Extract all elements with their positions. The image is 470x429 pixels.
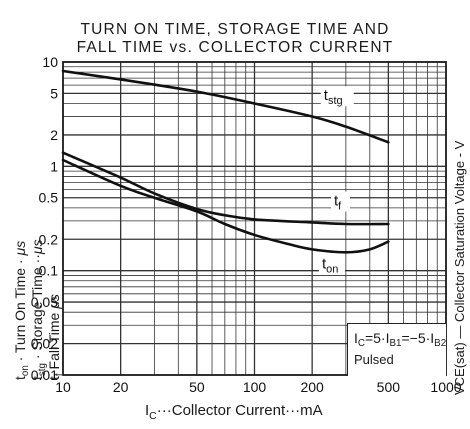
y-tick-label-5: 5 — [50, 85, 58, 101]
y-tick-label-0.2: 0.2 — [39, 231, 59, 247]
series-line-tstg — [61, 69, 390, 144]
chart-title-line1: TURN ON TIME, STORAGE TIME AND — [80, 21, 390, 38]
y-label-tf-sub: f — [54, 373, 66, 377]
x-label-text: ···Collector Current···mA — [156, 402, 323, 419]
x-tick-label-1000: 1000 — [430, 379, 461, 395]
x-tick-label-500: 500 — [377, 379, 401, 395]
series-label-sub-ton: on — [326, 263, 338, 275]
x-label-symbol-sub: C — [149, 409, 157, 422]
cond-eq2: =−5·I — [401, 330, 435, 346]
y-label-tf: tf Fall Time μs — [46, 294, 66, 380]
x-label-symbol: I — [145, 402, 150, 419]
legend-pulsed: Pulsed — [354, 352, 394, 367]
series-line-ton — [61, 158, 390, 254]
series-label-sym-ton: t — [322, 255, 327, 272]
cond-eq1: =5·I — [364, 330, 390, 346]
x-tick-label-100: 100 — [243, 379, 267, 395]
series-label-sym-tf: t — [334, 193, 339, 210]
x-tick-label-200: 200 — [300, 379, 324, 395]
y-tick-label-0.01: 0.01 — [31, 367, 58, 383]
y-label-ton-sym: t — [12, 376, 28, 380]
y-label-tf-text: Fall Time — [46, 308, 62, 374]
series-label-sub-tf: f — [338, 201, 342, 213]
legend-box: IC=5·IB1=−5·IB2 Pulsed — [347, 323, 446, 376]
x-axis-label: IC···Collector Current···mA — [145, 402, 323, 422]
x-tick-label-50: 50 — [189, 379, 205, 395]
y-label-tstg-text: · Storage Time ·· — [29, 254, 45, 364]
y-tick-label-0.5: 0.5 — [39, 190, 59, 206]
y-label-tstg-unit: μs — [29, 239, 45, 255]
cond-b1: B1 — [389, 338, 402, 350]
y-label-ton-text: · Turn On Time · — [12, 255, 28, 366]
series-label-ton: ton — [322, 255, 338, 275]
y-label-ton: ton · Turn On Time · μs — [12, 240, 31, 380]
cond-i: I — [354, 330, 358, 346]
series-label-bg-tstg — [320, 86, 354, 107]
series-label-bg-ton — [318, 254, 345, 275]
series-label-tf: tf — [334, 193, 342, 213]
y-label-tf-unit: μs — [46, 294, 62, 309]
cond-b2: B2 — [434, 338, 447, 350]
side-axis-label: VCE(sat) — Collector Saturation Voltage … — [452, 140, 467, 395]
series-label-tstg: tstg — [324, 87, 343, 107]
y-tick-label-10: 10 — [42, 54, 58, 70]
y-tick-label-0.1: 0.1 — [39, 263, 59, 279]
y-label-tf-sym: t — [46, 376, 62, 380]
series-label-bg-tf — [330, 191, 350, 212]
y-axis-label: ton · Turn On Time · μs tstg · Storage T… — [0, 50, 70, 380]
y-label-tstg-sym: t — [29, 376, 45, 380]
y-tick-label-2: 2 — [50, 127, 58, 143]
series-label-sym-tstg: t — [324, 87, 329, 104]
x-tick-label-10: 10 — [55, 379, 71, 395]
series-line-tf — [61, 151, 390, 226]
legend-condition: IC=5·IB1=−5·IB2 — [354, 330, 447, 350]
plot-frame — [62, 61, 447, 376]
y-tick-label-0.05: 0.05 — [31, 294, 58, 310]
chart-title-line2: FALL TIME vs. COLLECTOR CURRENT — [76, 39, 394, 56]
y-label-tstg: tstg · Storage Time ··μs — [29, 239, 48, 380]
x-tick-label-20: 20 — [113, 379, 129, 395]
y-label-ton-unit: μs — [12, 240, 28, 256]
y-tick-label-1: 1 — [50, 158, 58, 174]
series-label-sub-tstg: stg — [328, 95, 343, 107]
cond-c: C — [357, 338, 365, 350]
y-tick-label-0.02: 0.02 — [31, 336, 58, 352]
